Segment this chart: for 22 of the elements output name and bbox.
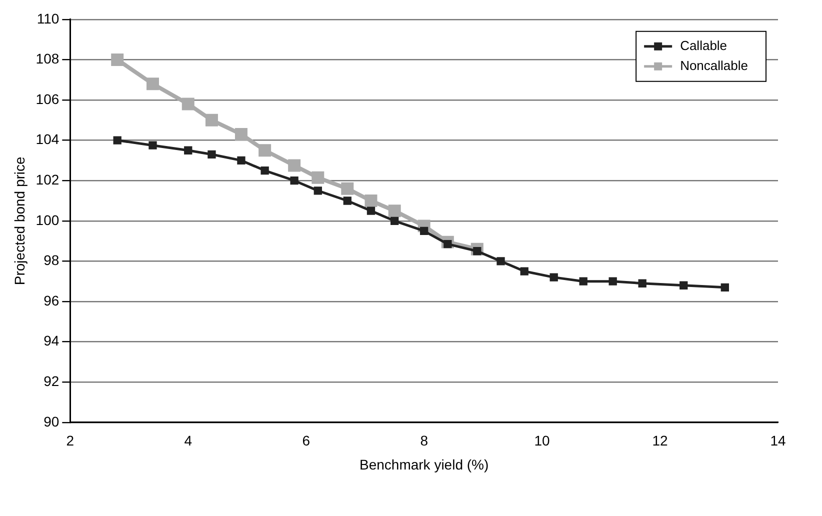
y-tick-label: 94 xyxy=(44,332,60,349)
x-tick-label: 12 xyxy=(652,432,668,449)
legend-label: Callable xyxy=(680,38,728,53)
y-tick-label: 110 xyxy=(36,10,60,26)
y-tick-label: 92 xyxy=(44,372,60,389)
x-tick-label: 2 xyxy=(66,432,74,449)
x-tick-label: 6 xyxy=(302,432,310,449)
y-tick-label: 98 xyxy=(44,252,60,268)
y-axis-title: Projected bond price xyxy=(11,156,28,286)
y-tick-label: 100 xyxy=(36,212,60,228)
y-tick-label: 90 xyxy=(44,413,60,430)
x-tick-label: 14 xyxy=(770,432,786,449)
x-tick-label: 10 xyxy=(534,432,550,449)
legend-label: Noncallable xyxy=(680,58,748,73)
y-tick-label: 96 xyxy=(44,292,60,308)
x-tick-label: 4 xyxy=(184,432,192,449)
x-tick-label: 8 xyxy=(420,432,428,449)
y-tick-label: 106 xyxy=(36,90,60,107)
x-axis-title: Benchmark yield (%) xyxy=(360,456,489,472)
y-tick-label: 108 xyxy=(36,50,60,67)
y-tick-label: 104 xyxy=(36,131,60,148)
y-tick-label: 102 xyxy=(36,171,60,188)
